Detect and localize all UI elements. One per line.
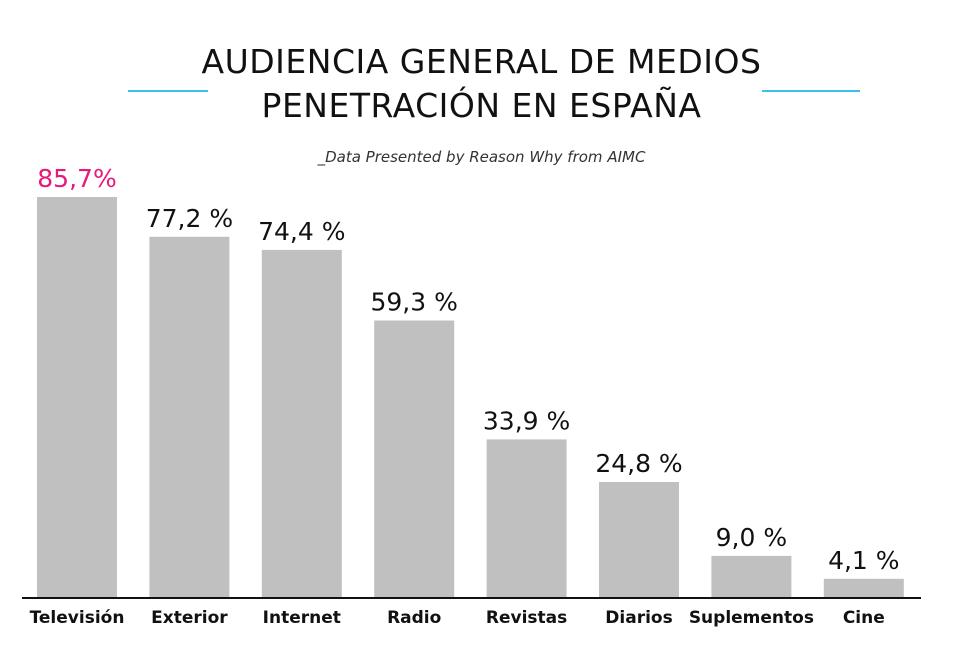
category-label: Revistas — [486, 608, 567, 628]
bar-diarios — [599, 482, 679, 598]
data-label: 59,3 % — [371, 288, 458, 317]
category-label: Radio — [387, 608, 441, 628]
bar-suplementos — [711, 555, 792, 598]
bar-revistas — [486, 439, 567, 598]
data-label: 85,7% — [37, 164, 116, 193]
category-label: Cine — [843, 608, 885, 628]
category-label: Internet — [263, 608, 341, 628]
category-label: Exterior — [151, 608, 228, 628]
category-label: Televisión — [30, 608, 125, 628]
title-rule-left — [128, 90, 208, 92]
bar-exterior — [149, 236, 230, 599]
data-label: 4,1 % — [828, 546, 899, 575]
chart-subtitle: _Data Presented by Reason Why from AIMC — [317, 148, 646, 166]
title-rule-right — [762, 90, 860, 92]
bar-televisión — [37, 197, 117, 598]
chart-title-line-2: PENETRACIÓN EN ESPAÑA — [261, 86, 702, 125]
data-label: 77,2 % — [146, 204, 233, 233]
bar-radio — [374, 320, 455, 598]
bar-internet — [261, 249, 342, 598]
data-label: 9,0 % — [716, 523, 787, 552]
data-label: 24,8 % — [595, 449, 682, 478]
chart-title-line-1: AUDIENCIA GENERAL DE MEDIOS — [201, 42, 762, 81]
data-label: 33,9 % — [483, 406, 570, 435]
category-label: Suplementos — [689, 608, 814, 628]
category-label: Diarios — [605, 608, 672, 628]
bar-cine — [823, 578, 904, 598]
data-label: 74,4 % — [258, 217, 345, 246]
